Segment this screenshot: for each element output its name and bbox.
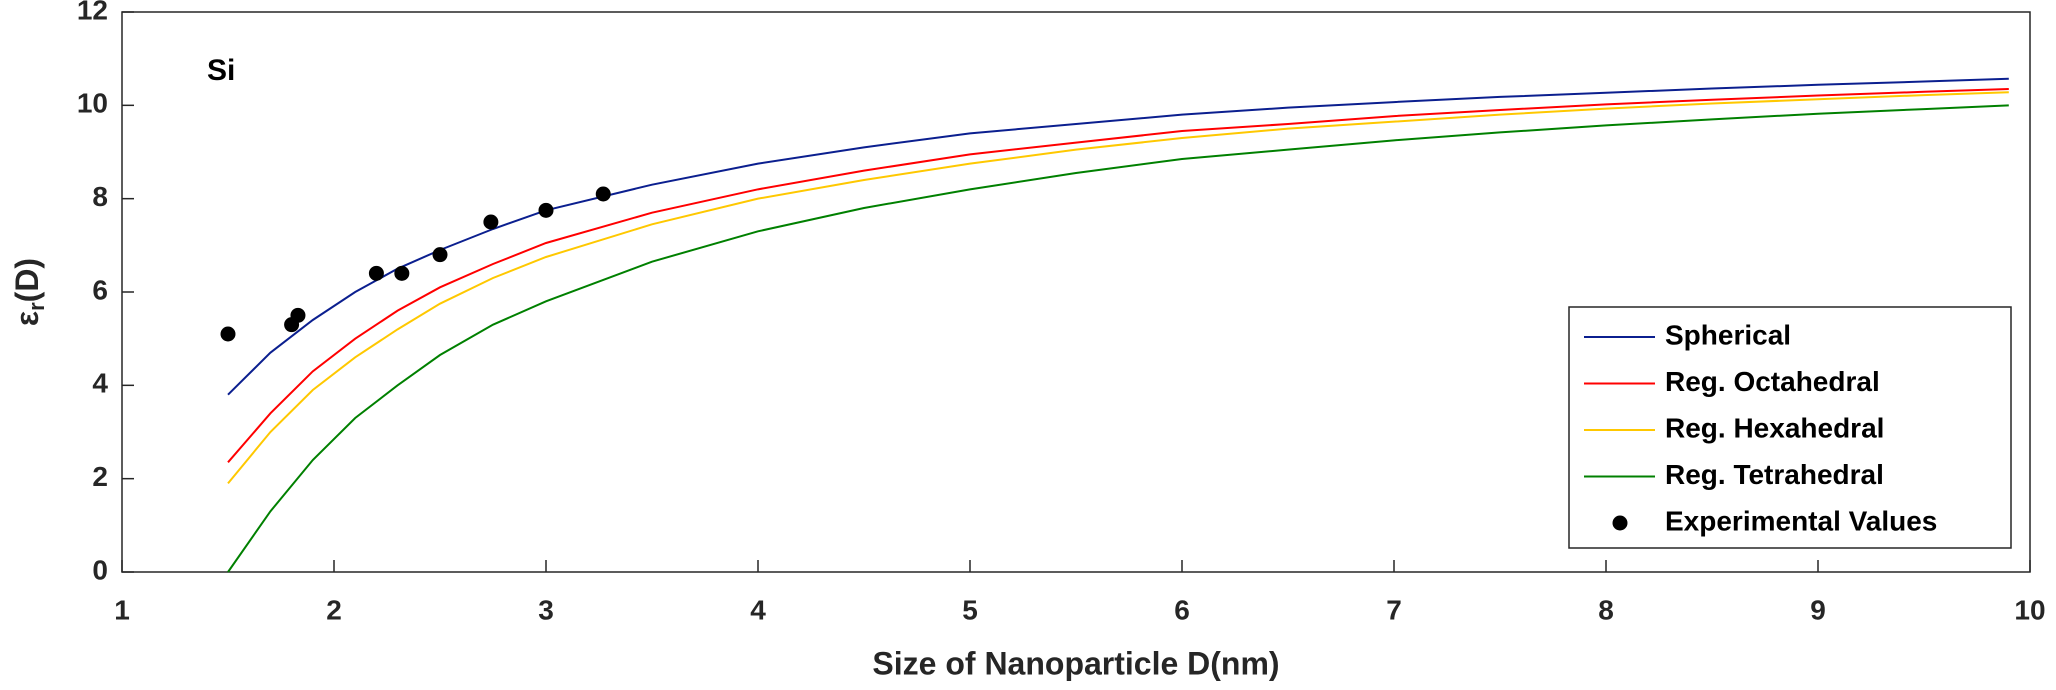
series-line [227,104,2009,573]
x-tick-label: 2 [326,594,342,625]
annotation: Si [207,54,235,87]
x-tick-label: 8 [1598,594,1614,625]
x-tick-label: 10 [2014,594,2045,625]
y-label-suffix: (D) [9,258,45,302]
x-axis-label: Size of Nanoparticle D(nm) [872,645,1279,681]
legend-label: Experimental Values [1665,505,1937,536]
data-point [394,265,410,281]
y-tick-label: 8 [92,181,108,212]
legend-label: Spherical [1665,319,1791,350]
y-tick-label: 12 [77,0,108,25]
x-tick-label: 6 [1174,594,1190,625]
data-point [538,202,554,218]
x-tick-label: 1 [114,594,130,625]
series-line [227,91,2009,484]
y-tick-label: 2 [92,461,108,492]
y-label-symbol: ε [9,311,45,326]
y-tick-label: 6 [92,274,108,305]
data-point [595,186,611,202]
legend-box [1568,306,2012,549]
x-tick-label: 9 [1810,594,1826,625]
data-point [290,307,306,323]
y-tick-label: 0 [92,554,108,585]
y-tick-label: 4 [92,368,108,399]
y-label-subscript: r [24,302,49,311]
legend-label: Reg. Octahedral [1665,366,1880,397]
series-line [227,88,2009,463]
data-point [220,326,236,342]
data-point [483,214,499,230]
y-axis-label: εr(D) [9,258,48,326]
legend-label: Reg. Hexahedral [1665,412,1884,443]
data-point [432,247,448,263]
y-tick-label: 10 [77,88,108,119]
x-tick-label: 4 [750,594,766,625]
legend-marker [1612,515,1628,531]
x-tick-label: 7 [1386,594,1402,625]
legend-label: Reg. Tetrahedral [1665,459,1884,490]
data-point [368,265,384,281]
x-tick-label: 5 [962,594,978,625]
x-tick-label: 3 [538,594,554,625]
